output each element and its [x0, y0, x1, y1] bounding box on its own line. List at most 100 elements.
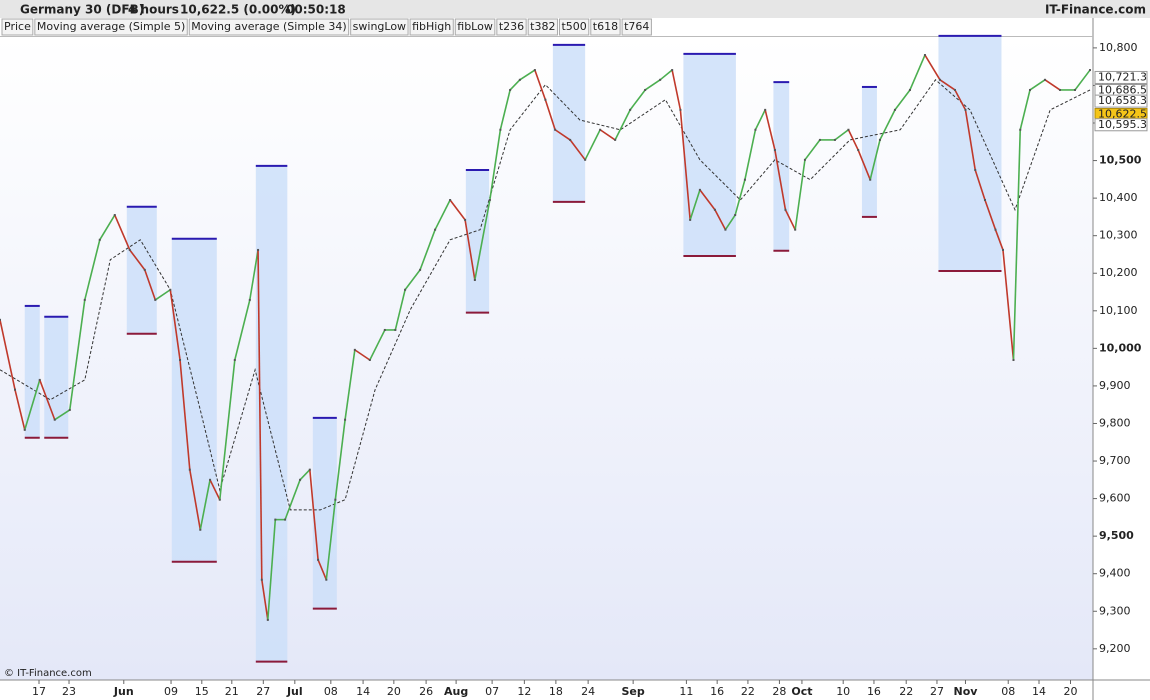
price-point	[266, 618, 269, 621]
price-point	[38, 378, 41, 381]
legend-entry: Moving average (Simple 5)	[37, 20, 185, 33]
legend-entry: fibHigh	[412, 20, 451, 33]
price-point	[0, 318, 1, 321]
price-point	[803, 158, 806, 161]
price-segment	[629, 89, 646, 111]
y-tick-label: 9,200	[1099, 642, 1131, 655]
price-segment	[519, 69, 536, 81]
price-segment	[699, 189, 716, 211]
price-segment	[404, 269, 421, 291]
x-tick-label: 22	[741, 685, 755, 698]
price-point	[449, 199, 452, 202]
price-segment	[784, 209, 796, 231]
price-marker-label: 10,686.5	[1098, 84, 1147, 97]
legend-entry: Moving average (Simple 34)	[191, 20, 346, 33]
price-segment	[354, 349, 371, 361]
price-point	[404, 288, 407, 291]
price-segment	[1002, 249, 1015, 361]
price-point	[554, 128, 557, 131]
price-point	[818, 138, 821, 141]
x-tick-label: 28	[772, 685, 786, 698]
price-segment	[325, 499, 337, 580]
price-point	[629, 108, 632, 111]
price-point	[344, 418, 347, 421]
price-segment	[0, 319, 16, 390]
price-segment	[299, 469, 311, 481]
legend-entry: Price	[4, 20, 31, 33]
price-point	[724, 228, 727, 231]
y-tick-label: 10,200	[1099, 266, 1138, 279]
copyright: © IT-Finance.com	[4, 668, 92, 679]
price-segment	[1074, 69, 1091, 91]
legend-entry: t382	[530, 20, 555, 33]
price-point	[218, 498, 221, 501]
price-point	[698, 188, 701, 191]
price-segment	[754, 109, 766, 131]
price-point	[679, 108, 682, 111]
x-tick-label: 17	[32, 685, 46, 698]
price-point	[317, 558, 320, 561]
price-segment	[679, 109, 691, 220]
y-tick-label: 10,400	[1099, 191, 1138, 204]
price-point	[488, 199, 491, 202]
fib-zone	[24, 305, 40, 438]
quote: 10,622.5 (0.00%)	[180, 3, 296, 17]
x-tick-label: 21	[225, 685, 239, 698]
price-segment	[984, 199, 997, 230]
price-segment	[169, 289, 181, 361]
price-point	[734, 214, 737, 217]
price-segment	[199, 479, 211, 530]
x-tick-label: 15	[195, 685, 209, 698]
price-point	[473, 279, 476, 282]
price-segment	[317, 559, 328, 581]
x-tick-label: 16	[867, 685, 881, 698]
price-point	[325, 578, 328, 581]
price-segment	[1012, 129, 1022, 361]
price-point	[713, 208, 716, 211]
price-point	[1073, 88, 1076, 91]
price-point	[209, 478, 212, 481]
price-point	[499, 128, 502, 131]
price-segment	[689, 189, 701, 221]
price-segment	[974, 169, 986, 201]
price-segment	[857, 149, 871, 181]
legend-box	[590, 18, 621, 36]
price-segment	[894, 89, 911, 111]
price-marker	[1094, 70, 1148, 84]
price-segment	[834, 129, 849, 141]
fib-zone	[126, 206, 157, 334]
price-point	[179, 359, 182, 362]
x-tick-label: 27	[256, 685, 270, 698]
price-segment	[114, 214, 131, 251]
price-segment	[744, 129, 757, 180]
price-point	[248, 298, 251, 301]
x-tick-label: Jun	[113, 685, 134, 698]
price-point	[764, 108, 767, 111]
x-tick-label: 14	[356, 685, 370, 698]
x-tick-label: Oct	[791, 685, 812, 698]
price-point	[671, 69, 674, 72]
price-point	[434, 228, 437, 231]
price-point	[964, 108, 967, 111]
price-point	[1058, 88, 1061, 91]
price-segment	[879, 109, 896, 141]
fib-zone	[938, 35, 1002, 271]
price-point	[847, 128, 850, 131]
fib-zone	[465, 169, 490, 313]
price-segment	[179, 359, 191, 470]
price-point	[893, 108, 896, 111]
price-segment	[671, 69, 682, 111]
clock: 00:50:18	[286, 3, 346, 17]
price-point	[953, 88, 956, 91]
price-point	[994, 228, 997, 231]
plot-area	[0, 37, 1093, 680]
y-tick-label: 10,000	[1099, 341, 1142, 354]
price-segment	[924, 54, 941, 81]
price-segment	[804, 139, 821, 161]
price-point	[794, 228, 797, 231]
price-marker-label: 10,595.3	[1098, 118, 1147, 131]
price-point	[128, 248, 131, 251]
price-segment	[544, 99, 556, 131]
header-bar	[0, 0, 1150, 18]
